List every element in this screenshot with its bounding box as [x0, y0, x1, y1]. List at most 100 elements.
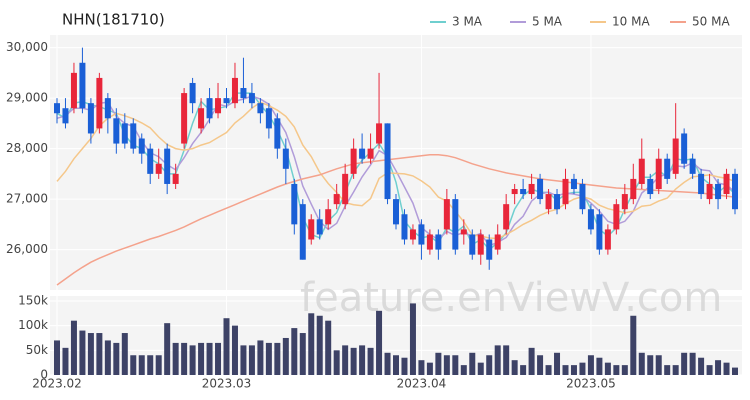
volume-bar [401, 357, 408, 375]
volume-bar [613, 365, 620, 375]
chart-title: NHN(181710) [62, 11, 165, 29]
candle-body [130, 123, 137, 149]
candle-body [664, 158, 671, 179]
volume-bar [469, 352, 476, 375]
candle-body [274, 118, 281, 149]
volume-bar [672, 365, 679, 375]
volume-bar [706, 365, 713, 375]
volume-tick-label: 0 [40, 368, 48, 382]
candle-body [172, 173, 179, 184]
candle-body [537, 178, 544, 200]
candle-body [706, 183, 713, 200]
candle-body [698, 173, 705, 195]
volume-bar [460, 365, 467, 375]
volume-bar [621, 365, 628, 375]
candle-body [732, 173, 738, 210]
candle-body [494, 234, 501, 250]
volume-bar [494, 345, 501, 375]
candle-body [469, 234, 476, 255]
volume-bar [181, 342, 188, 375]
candle-body [291, 183, 298, 225]
volume-bar [426, 362, 433, 375]
candle-body [689, 158, 696, 174]
candle-body [604, 229, 611, 250]
volume-bar [282, 337, 289, 375]
volume-bar [316, 315, 323, 375]
candle-body [426, 234, 433, 250]
volume-bar [350, 347, 357, 375]
legend-label: 3 MA [452, 15, 483, 29]
volume-bar [604, 362, 611, 375]
volume-tick-label: 100k [18, 318, 48, 332]
candle-body [206, 98, 213, 119]
volume-bar [70, 320, 77, 375]
candle-body [613, 204, 620, 230]
candle-body [316, 219, 323, 235]
candle-body [198, 108, 205, 129]
y-tick-label: 30,000 [6, 40, 48, 54]
volume-bar [723, 362, 730, 375]
y-tick-label: 28,000 [6, 141, 48, 155]
volume-bar [62, 347, 69, 375]
volume-bar [587, 355, 594, 375]
volume-bar [215, 342, 222, 375]
candle-body [681, 133, 688, 164]
volume-tick-label: 50k [26, 343, 48, 357]
volume-bar [333, 350, 340, 375]
candle-body [376, 123, 383, 144]
candle-body [367, 148, 374, 159]
volume-bar [681, 352, 688, 375]
volume-bar [359, 345, 366, 375]
volume-bar [308, 313, 315, 375]
candle-body [79, 62, 86, 109]
candle-body [621, 194, 628, 210]
volume-bar [248, 345, 255, 375]
candle-body [96, 77, 103, 129]
x-tick-label: 2023.04 [397, 377, 447, 391]
volume-bar [367, 347, 374, 375]
candle-body [587, 209, 594, 230]
legend-label: 10 MA [612, 15, 650, 29]
candle-body [503, 204, 510, 230]
candle-body [528, 183, 535, 195]
volume-bar [562, 365, 569, 375]
volume-tick-label: 150k [18, 293, 48, 307]
y-tick-label: 26,000 [6, 242, 48, 256]
volume-bar [443, 355, 450, 375]
candle-body [223, 98, 230, 104]
candle-body [333, 194, 340, 205]
price-panel [50, 35, 742, 290]
volume-bar [435, 352, 442, 375]
candle-body [231, 77, 238, 104]
volume-bar [579, 362, 586, 375]
candle-body [638, 158, 645, 184]
candle-body [672, 138, 679, 174]
volume-bar [486, 355, 493, 375]
candle-body [308, 219, 315, 240]
volume-bar [511, 360, 518, 375]
volume-bar [698, 357, 705, 375]
volume-bar [291, 328, 298, 375]
volume-bar [274, 342, 281, 375]
ma-line [56, 153, 736, 286]
y-tick-label: 27,000 [6, 192, 48, 206]
volume-bar [630, 315, 637, 375]
volume-bar [96, 333, 103, 375]
candle-body [138, 138, 145, 154]
candle-body [401, 214, 408, 240]
candle-body [104, 98, 111, 119]
volume-bar [342, 345, 349, 375]
volume-bar [113, 342, 120, 375]
candle-body [715, 183, 722, 200]
volume-bar [647, 355, 654, 375]
volume-bar [265, 342, 272, 375]
volume-bar [172, 342, 179, 375]
volume-bar [554, 352, 561, 375]
candle-body [113, 118, 120, 144]
legend-label: 5 MA [532, 15, 563, 29]
candle-body [325, 209, 332, 225]
x-tick-label: 2023.05 [566, 377, 616, 391]
volume-bar [223, 318, 230, 375]
candle-body [215, 98, 222, 114]
